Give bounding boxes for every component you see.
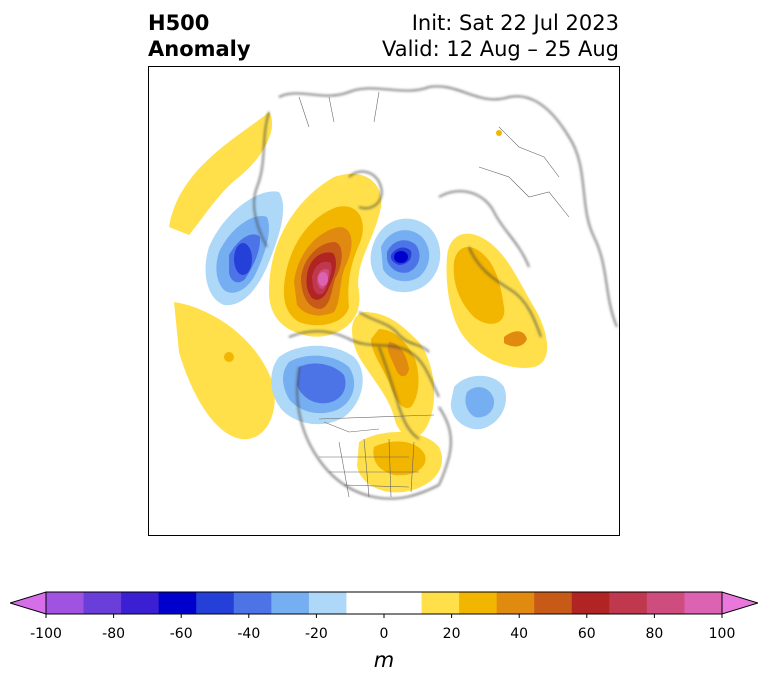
colorbar-unit-label: m [373, 648, 395, 672]
colorbar-tick-label: 20 [442, 626, 461, 642]
positive-anomaly-kara [269, 173, 382, 337]
positive-anomaly-hudson [352, 312, 435, 438]
title-line-1: H500 [148, 11, 210, 35]
title-line-2: Anomaly [148, 37, 251, 61]
colorbar-bin [121, 592, 160, 614]
positive-anomaly-region-west [169, 112, 275, 440]
colorbar-tick-label: 100 [708, 626, 736, 642]
negative-anomaly-atlantic [450, 375, 507, 430]
colorbar-tick-label: -20 [304, 626, 328, 642]
valid-range: Valid: 12 Aug – 25 Aug [381, 37, 619, 61]
colorbar-bin [196, 592, 235, 614]
valid-time-info: Init: Sat 22 Jul 2023 Valid: 12 Aug – 25… [382, 10, 619, 62]
colorbar-tick-label: 80 [645, 626, 664, 642]
colorbar-tick-label: -80 [102, 626, 126, 642]
anomaly-map [169, 85, 618, 500]
colorbar-bin [459, 592, 498, 614]
colorbar-bin [308, 592, 347, 614]
negative-anomaly-laptev [370, 218, 441, 293]
map-panel [148, 66, 620, 536]
colorbar-bin [609, 592, 648, 614]
colorbar-bin [571, 592, 610, 614]
colorbar-tick-label: 0 [379, 626, 389, 642]
colorbar-bin [496, 592, 535, 614]
colorbar-bin [646, 592, 685, 614]
init-time: Init: Sat 22 Jul 2023 [411, 11, 619, 35]
map-title: H500 Anomaly [148, 10, 251, 62]
colorbar-bin [346, 592, 385, 614]
colorbar [10, 591, 758, 618]
colorbar-bin [158, 592, 197, 614]
colorbar-tick-label: -40 [237, 626, 261, 642]
colorbar-bin [233, 592, 272, 614]
colorbar-bin [271, 592, 310, 614]
colorbar-bin [384, 592, 423, 614]
colorbar-tick-label: -100 [30, 626, 62, 642]
political-borders [298, 91, 570, 498]
colorbar-tick-label: -60 [169, 626, 193, 642]
negative-anomaly-barents [205, 191, 284, 306]
colorbar-tick-label: 40 [510, 626, 529, 642]
coastlines [253, 85, 618, 500]
colorbar-bin [534, 592, 573, 614]
positive-anomaly-eastern-us [357, 431, 443, 493]
colorbar-bin [684, 592, 723, 614]
colorbar-bin [421, 592, 460, 614]
colorbar-extend-max [721, 591, 758, 615]
colorbar-extend-min [10, 591, 47, 615]
colorbar-bin [46, 592, 85, 614]
colorbar-ticks: -100 -80 -60 -40 -20 0 20 40 60 80 100 [0, 626, 768, 646]
positive-anomaly-east-siberia [446, 130, 548, 368]
colorbar-bin [83, 592, 122, 614]
negative-anomaly-gulf-of-alaska [271, 345, 363, 425]
colorbar-tick-label: 60 [577, 626, 596, 642]
